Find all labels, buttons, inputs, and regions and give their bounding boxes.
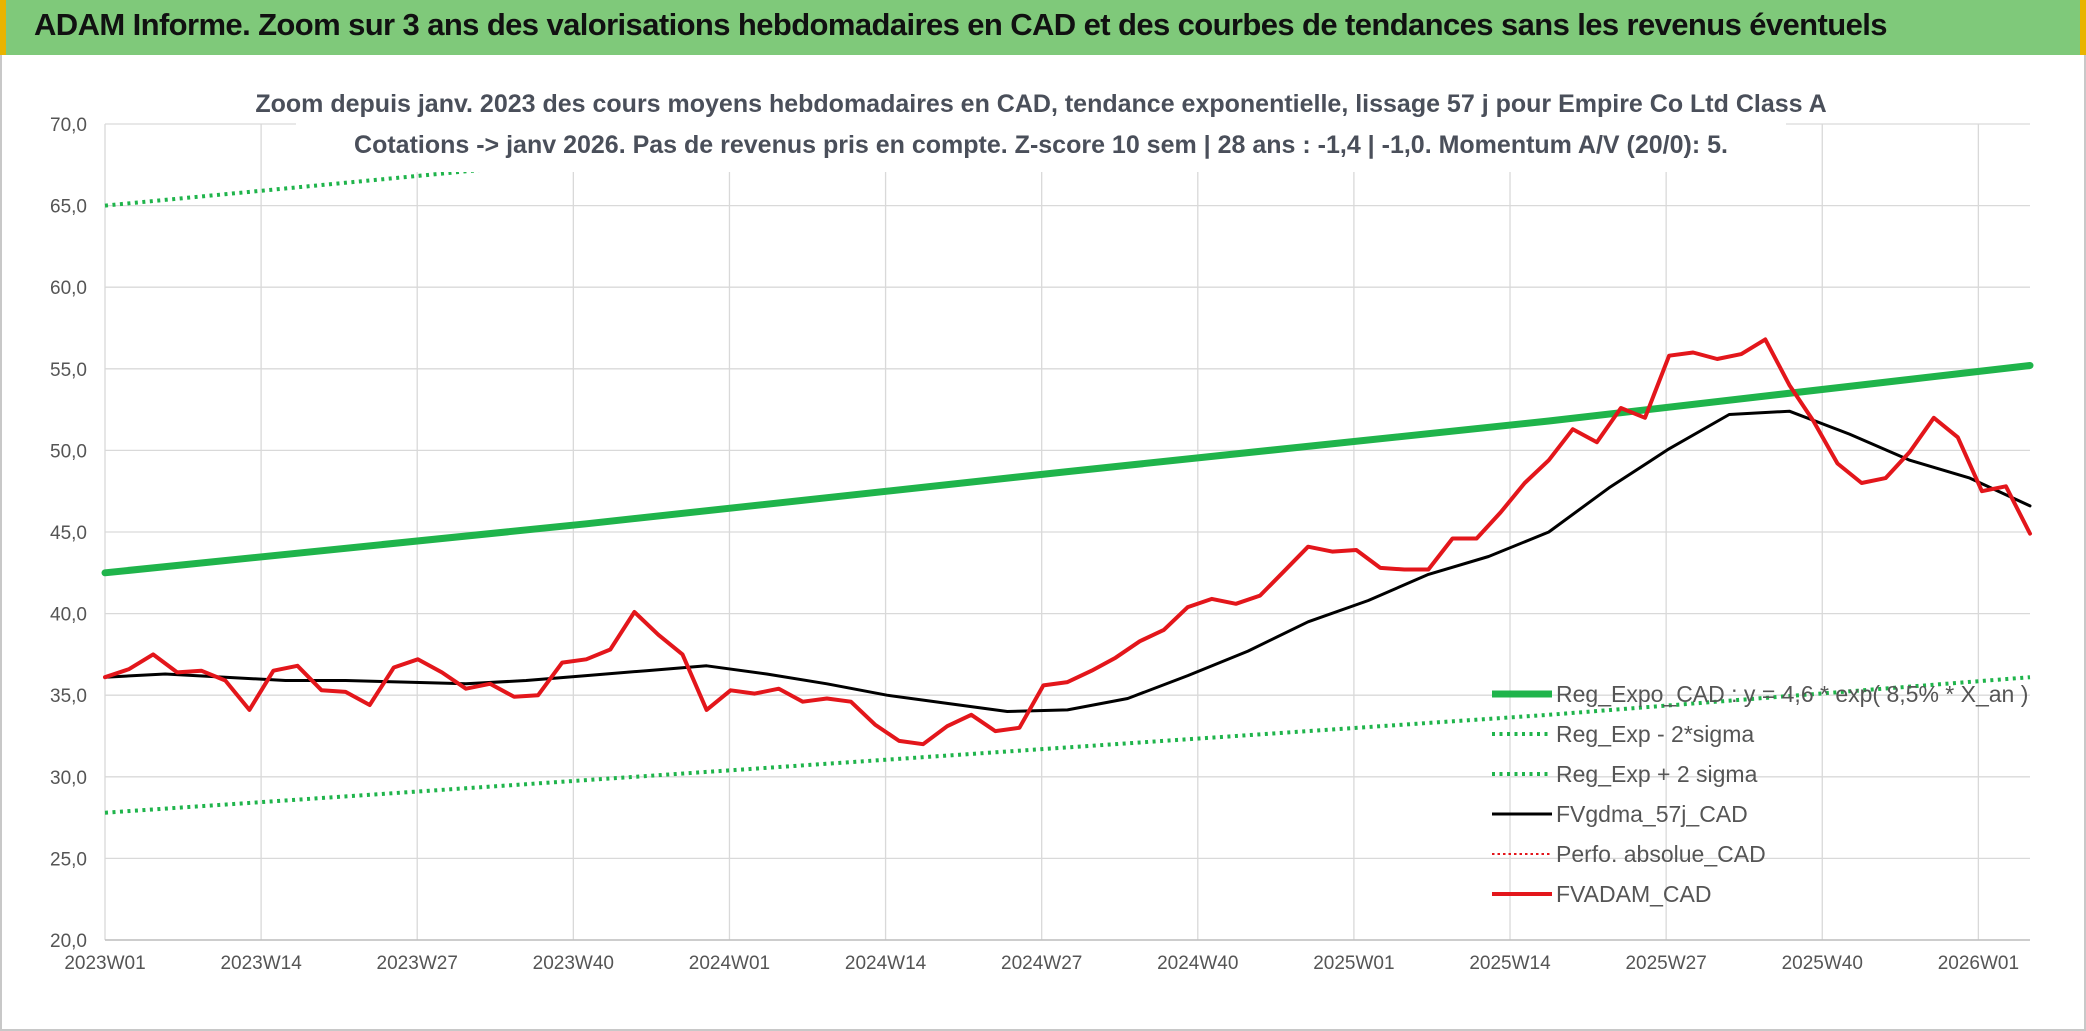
y-tick-label: 65,0 — [50, 197, 87, 218]
y-tick-label: 40,0 — [50, 605, 87, 626]
x-tick-label: 2025W14 — [1469, 953, 1551, 974]
y-tick-label: 70,0 — [50, 115, 87, 136]
y-tick-label: 30,0 — [50, 768, 87, 789]
legend-label: Reg_Exp - 2*sigma — [1556, 721, 1754, 747]
y-tick-label: 25,0 — [50, 849, 87, 870]
chart-frame — [0, 55, 2086, 1031]
chart-title-line-2: Cotations -> janv 2026. Pas de revenus p… — [354, 131, 1728, 159]
legend: Reg_Expo_CAD : y = 4,6 * exp( 8,5% * X_a… — [1492, 681, 2028, 907]
x-tick-label: 2025W01 — [1313, 953, 1394, 974]
x-tick-label: 2023W01 — [64, 953, 145, 974]
x-tick-label: 2024W27 — [1001, 953, 1082, 974]
series-layer — [101, 122, 2034, 815]
axis-layer: 20,0 25,0 30,0 35,0 40,0 45,0 50,0 55,0 60,0 65,0… — [50, 115, 2030, 974]
x-tick-label: 2025W40 — [1782, 953, 1863, 974]
x-tick-label: 2023W14 — [220, 953, 302, 974]
legend-label: Reg_Expo_CAD : y = 4,6 * exp( 8,5% * X_a… — [1556, 681, 2028, 707]
report-title: ADAM Informe. Zoom sur 3 ans des valoris… — [34, 7, 1887, 42]
series-line — [101, 362, 2034, 577]
x-tick-label: 2025W27 — [1625, 953, 1706, 974]
x-tick-label: 2026W01 — [1938, 953, 2019, 974]
title-backdrop — [296, 80, 1786, 172]
x-tick-label: 2024W40 — [1157, 953, 1238, 974]
legend-label: Perfo. absolue_CAD — [1556, 841, 1766, 867]
y-tick-label: 20,0 — [50, 931, 87, 952]
grid-layer — [104, 123, 2030, 941]
y-tick-label: 55,0 — [50, 360, 87, 381]
series-line — [103, 337, 2032, 747]
legend-label: Reg_Exp + 2 sigma — [1556, 761, 1758, 787]
x-tick-label: 2023W27 — [377, 953, 458, 974]
y-tick-label: 50,0 — [50, 441, 87, 462]
report-banner: ADAM Informe. Zoom sur 3 ans des valoris… — [0, 0, 2086, 55]
y-tick-label: 45,0 — [50, 523, 87, 544]
x-tick-label: 2023W40 — [533, 953, 614, 974]
series-line — [103, 409, 2032, 713]
y-tick-label: 35,0 — [50, 686, 87, 707]
chart-title-line-1: Zoom depuis janv. 2023 des cours moyens … — [255, 90, 1826, 118]
y-tick-label: 60,0 — [50, 278, 87, 299]
chart-title-group: Zoom depuis janv. 2023 des cours moyens … — [255, 80, 1827, 172]
legend-label: FVADAM_CAD — [1556, 881, 1712, 907]
legend-label: FVgdma_57j_CAD — [1556, 801, 1748, 827]
x-tick-label: 2024W14 — [845, 953, 927, 974]
x-tick-label: 2024W01 — [689, 953, 770, 974]
